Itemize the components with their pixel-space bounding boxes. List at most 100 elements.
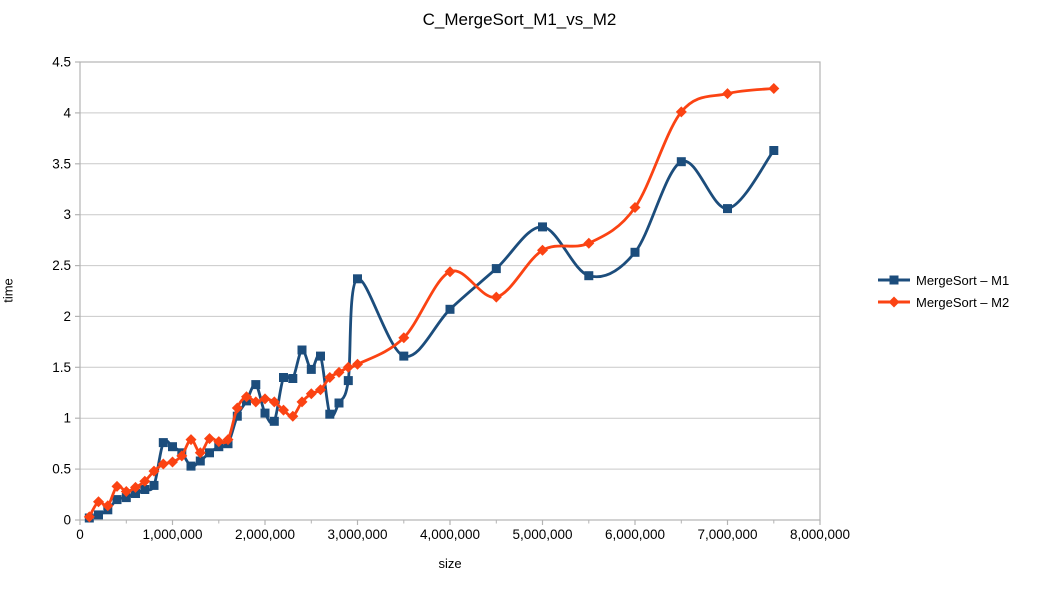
legend-item-m1: MergeSort – M1 <box>877 271 1009 289</box>
series-2-marker <box>629 202 641 213</box>
series-1-marker <box>491 264 501 274</box>
series-2-marker <box>185 434 197 446</box>
series-2-marker <box>204 433 215 445</box>
series-1-marker <box>186 461 196 471</box>
series-1-marker <box>279 373 288 382</box>
x-tick-label: 3,000,000 <box>327 527 387 542</box>
series-2-marker <box>268 396 280 408</box>
y-tick-label: 1.5 <box>52 360 71 375</box>
diamond-marker-icon <box>878 296 910 308</box>
legend: MergeSort – M1 MergeSort – M2 <box>877 271 1009 311</box>
series-2-marker <box>102 500 114 512</box>
series-2-marker <box>278 404 289 416</box>
series-1-marker <box>538 222 547 232</box>
x-tick-label: 4,000,000 <box>420 527 480 542</box>
series-2-marker <box>176 450 188 462</box>
series-1-marker <box>251 380 261 390</box>
series-2-marker <box>231 402 243 414</box>
series-2-marker <box>537 244 548 256</box>
series-2-marker <box>342 361 354 373</box>
series-1-marker <box>158 438 168 448</box>
series-1-marker <box>232 411 242 421</box>
series-2-marker <box>490 291 502 303</box>
y-tick-label: 3.5 <box>52 156 71 171</box>
y-tick-label: 1 <box>63 411 71 426</box>
series-1-marker <box>297 345 307 355</box>
series-1-marker <box>205 448 214 458</box>
series-1-marker <box>94 510 103 520</box>
series-1-marker <box>131 489 140 498</box>
series-1-marker <box>445 304 455 314</box>
series-1-marker <box>325 409 335 419</box>
series-2-marker <box>296 396 308 408</box>
y-tick-label: 3 <box>63 207 71 222</box>
series-2-marker <box>583 237 595 249</box>
series-2-marker <box>333 366 345 378</box>
x-tick-label: 5,000,000 <box>512 527 572 542</box>
series-2-marker <box>675 106 687 118</box>
series-2-marker <box>93 496 104 508</box>
series-2-marker <box>241 391 252 403</box>
series-2-marker <box>222 434 234 446</box>
series-1-marker <box>168 442 177 452</box>
x-axis-title: size <box>438 556 462 571</box>
series-1-marker <box>288 374 298 383</box>
series-2-marker <box>213 436 225 448</box>
x-tick-label: 2,000,000 <box>235 527 295 542</box>
series-2-marker <box>139 475 151 487</box>
series-1-marker <box>269 416 279 426</box>
series-1-marker <box>260 408 270 418</box>
series-1-marker <box>149 480 159 490</box>
y-tick-label: 0 <box>63 513 71 528</box>
y-tick-label: 4 <box>63 105 71 120</box>
series-1-marker <box>769 146 779 155</box>
series-1-marker <box>112 495 122 505</box>
series-2-marker <box>120 486 132 497</box>
series-2-marker <box>157 458 169 470</box>
y-tick-label: 2 <box>63 309 71 324</box>
series-2-marker <box>167 456 178 468</box>
series-1-marker <box>343 376 353 386</box>
series-2-marker <box>148 465 160 477</box>
series-1-marker <box>195 456 205 466</box>
series-2-marker <box>398 332 410 344</box>
series-2-marker <box>250 396 262 408</box>
series-2-marker <box>315 384 326 396</box>
square-marker-icon <box>878 275 910 285</box>
legend-label-m1: MergeSort – M1 <box>916 272 1010 288</box>
square-legend-marker <box>889 275 899 285</box>
series-1-marker <box>630 247 640 257</box>
series-2-marker <box>324 372 336 383</box>
series-1-marker <box>306 364 316 374</box>
x-tick-label: 8,000,000 <box>790 527 850 542</box>
series-2-marker <box>130 481 141 493</box>
legend-label-m2: MergeSort – M2 <box>916 294 1010 310</box>
diamond-legend-marker <box>888 296 900 308</box>
legend-item-m2: MergeSort – M2 <box>877 293 1009 311</box>
series-1-marker <box>584 271 594 281</box>
chart-title: C_MergeSort_M1_vs_M2 <box>422 10 617 29</box>
x-tick-label: 0 <box>76 527 84 542</box>
series-1-marker <box>399 351 409 361</box>
series-line-2 <box>87 87 776 519</box>
x-tick-label: 1,000,000 <box>142 527 202 542</box>
series-2-marker <box>768 83 780 94</box>
series-1-marker <box>316 351 325 361</box>
series-1-marker <box>676 157 686 167</box>
series-1-marker <box>140 485 150 494</box>
series-2-marker <box>111 480 123 492</box>
y-tick-label: 4.5 <box>52 55 71 70</box>
y-tick-label: 0.5 <box>52 462 71 477</box>
series-2-marker <box>83 511 95 523</box>
series-2-marker <box>352 358 363 370</box>
x-tick-label: 7,000,000 <box>697 527 757 542</box>
series-1-marker <box>334 398 344 408</box>
series-1-marker <box>121 493 131 503</box>
series-2-marker <box>194 447 206 459</box>
series-2-marker <box>305 388 317 400</box>
series-2-marker <box>287 410 299 422</box>
series-1-marker <box>723 204 732 214</box>
y-tick-label: 2.5 <box>52 258 71 273</box>
